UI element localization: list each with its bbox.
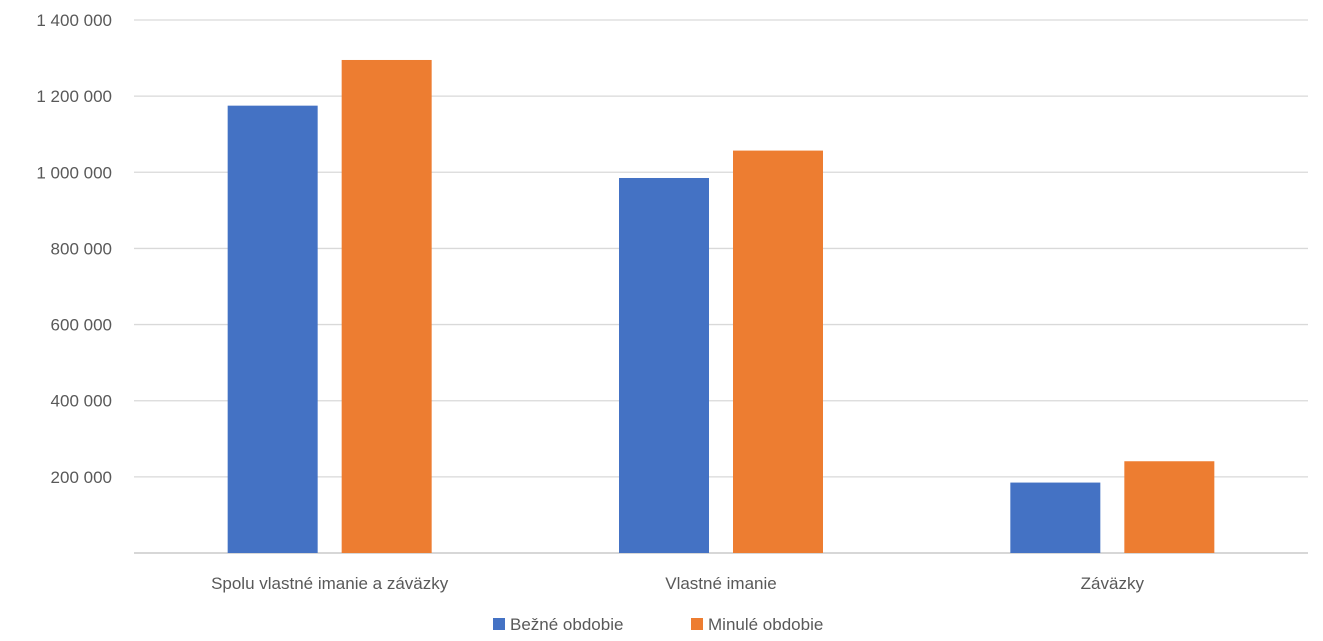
y-tick-label: 200 000 — [51, 468, 112, 487]
y-tick-label: 600 000 — [51, 316, 112, 335]
y-tick-label: 1 200 000 — [36, 87, 112, 106]
bar-bezne-2 — [1010, 482, 1101, 553]
y-tick-label: 1 000 000 — [36, 163, 112, 182]
y-tick-label: 400 000 — [51, 392, 112, 411]
bars — [227, 59, 1215, 554]
category-label: Záväzky — [1081, 574, 1145, 593]
category-labels: Spolu vlastné imanie a záväzky Vlastné im… — [211, 574, 1144, 593]
legend-label: Bežné obdobie — [510, 615, 623, 634]
category-label: Vlastné imanie — [665, 574, 777, 593]
y-tick-label: 1 400 000 — [36, 11, 112, 30]
legend-swatch — [691, 618, 703, 630]
bar-minule-1 — [733, 150, 823, 553]
bar-bezne-1 — [619, 177, 709, 553]
bar-bezne-0 — [227, 105, 318, 554]
bar-minule-0 — [341, 59, 432, 553]
legend-swatch — [493, 618, 505, 630]
y-axis-tick-labels: 200 000 400 000 600 000 800 000 1 000 000 1 2… — [36, 11, 112, 487]
category-label: Spolu vlastné imanie a záväzky — [211, 574, 449, 593]
legend: Bežné obdobie Minulé obdobie — [493, 615, 823, 634]
bar-minule-2 — [1124, 461, 1215, 553]
y-tick-label: 800 000 — [51, 239, 112, 258]
gridlines — [134, 19, 1308, 478]
legend-label: Minulé obdobie — [708, 615, 823, 634]
